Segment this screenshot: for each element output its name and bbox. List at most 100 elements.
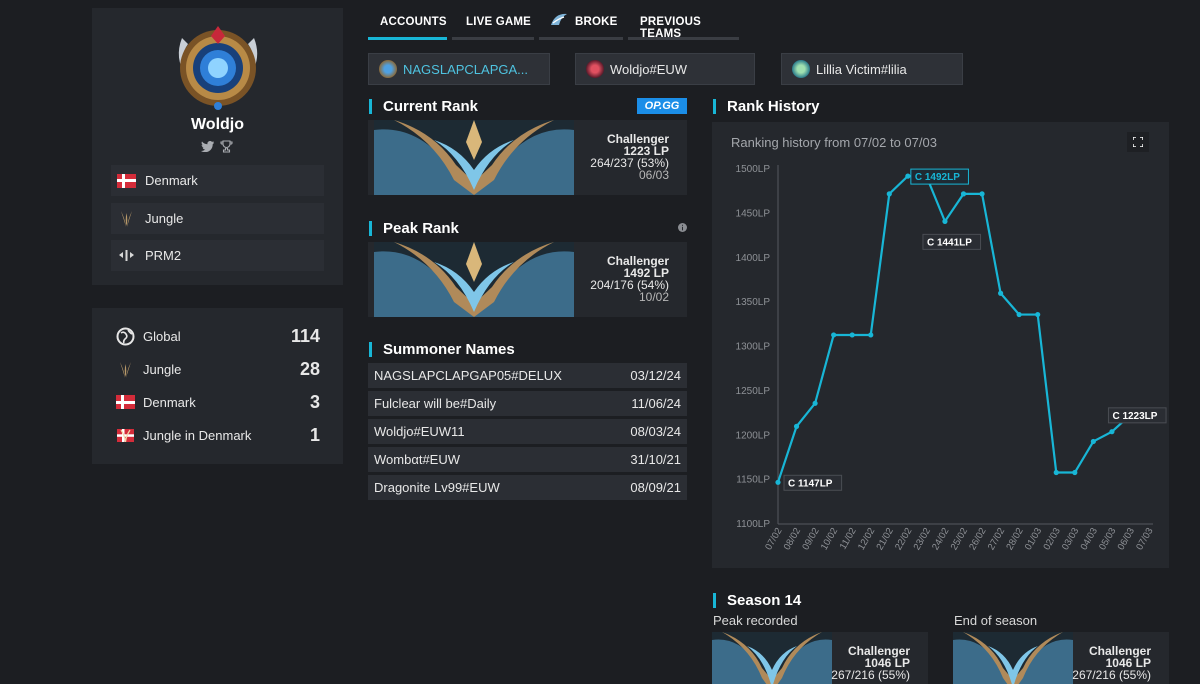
data-point: [1109, 429, 1115, 435]
opgg-badge[interactable]: OP.GG: [637, 98, 687, 114]
rank-history-chart: 1500LP 1450LP 1400LP 1350LP 1300LP 1250LP 1200…: [736, 164, 1167, 552]
trophy-icon[interactable]: [220, 140, 233, 153]
ranking-label: Global: [143, 328, 181, 344]
rank-record: 264/237 (53%): [590, 156, 669, 170]
fullscreen-icon: [1133, 137, 1143, 147]
ranking-row-jungle: Jungle 28: [116, 359, 320, 379]
ranking-value: 28: [299, 358, 320, 379]
x-tick-label: 03/03: [1060, 526, 1081, 552]
x-tick-label: 26/02: [967, 526, 988, 552]
ranking-value: 3: [309, 391, 320, 412]
profile-emblem-icon: [178, 26, 258, 110]
account-selector-2[interactable]: Woldjo#EUW: [575, 53, 755, 85]
account-avatar-icon: [379, 60, 397, 78]
x-tick-label: 25/02: [949, 526, 970, 552]
profile-name: Woldjo: [190, 116, 245, 133]
season-end-card: Challenger 1046 LP 267/216 (55%): [953, 632, 1169, 684]
x-tick-label: 04/03: [1079, 526, 1100, 552]
current-rank-card: Challenger 1223 LP 264/237 (53%) 06/03: [368, 120, 687, 195]
account-label: NAGSLAPCLAPGA...: [403, 61, 528, 77]
tab-previous-teams[interactable]: PREVIOUS TEAMS: [628, 10, 739, 40]
team-logo-icon: [551, 13, 567, 25]
summoner-names-title: Summoner Names: [369, 341, 515, 358]
summoner-name: Fulclear will be#Daily: [374, 396, 497, 411]
chart-callout-label: C 1492LP: [915, 172, 960, 183]
account-selector-1[interactable]: NAGSLAPCLAPGA...: [368, 53, 550, 85]
chart-callout-box: [910, 168, 969, 185]
info-row-team[interactable]: PRM2: [111, 240, 324, 271]
y-tick-label: 1300LP: [736, 342, 771, 353]
info-label: Jungle: [145, 211, 184, 226]
profile-panel: Woldjo Denmark Jungle PRM2: [92, 8, 343, 285]
tab-accounts[interactable]: ACCOUNTS: [368, 10, 447, 40]
data-point: [1072, 469, 1078, 476]
jungle-role-icon: [121, 211, 132, 227]
chart-callout-label: C 1441LP: [927, 237, 972, 248]
info-row-country: Denmark: [111, 165, 324, 196]
x-tick-label: 01/03: [1023, 526, 1044, 552]
fullscreen-button[interactable]: [1127, 132, 1149, 152]
rank-tier: Challenger: [847, 644, 910, 658]
denmark-flag-icon: [116, 395, 135, 409]
season-peak-details: Challenger 1046 LP 267/216 (55%): [831, 645, 910, 681]
account-avatar-icon: [792, 60, 810, 78]
season-peak-card: Challenger 1046 LP 267/216 (55%): [712, 632, 928, 684]
y-tick-label: 1150LP: [736, 475, 770, 486]
x-tick-label: 27/02: [986, 526, 1007, 552]
info-label: PRM2: [145, 248, 182, 263]
y-tick-label: 1350LP: [736, 297, 771, 308]
challenger-crest-icon: [374, 242, 574, 317]
y-tick-label: 1450LP: [736, 208, 771, 219]
data-point: [793, 423, 800, 429]
data-point: [1090, 438, 1096, 445]
rank-tier: Challenger: [606, 132, 669, 146]
jungle-denmark-icon: [117, 428, 134, 442]
ranking-row-jungle-country: Jungle in Denmark 1: [116, 425, 320, 445]
rank-record: 204/176 (54%): [590, 278, 669, 292]
account-selector-3[interactable]: Lillia Victim#lilia: [781, 53, 963, 85]
challenger-crest-icon: [953, 632, 1073, 684]
data-point: [942, 218, 948, 224]
rank-lp: 1492 LP: [623, 266, 669, 280]
chart-callout-label: C 1147LP: [788, 478, 833, 489]
rank-history-panel: Ranking history from 07/02 to 07/03: [712, 122, 1169, 568]
twitter-icon[interactable]: [201, 141, 214, 152]
ranking-label: Jungle: [143, 361, 182, 377]
summoner-name-row: Fulclear will be#Daily 11/06/24: [368, 391, 687, 416]
rank-tier: Challenger: [606, 254, 669, 268]
x-tick-label: 28/02: [1004, 526, 1025, 552]
x-tick-label: 08/02: [782, 526, 803, 552]
data-point: [849, 332, 855, 338]
tab-label: ACCOUNTS: [380, 16, 447, 28]
rank-lp: 1046 LP: [864, 656, 910, 670]
peak-rank-card: Challenger 1492 LP 204/176 (54%) 10/02: [368, 242, 687, 317]
challenger-crest-icon: [374, 120, 574, 195]
rank-date: 10/02: [638, 290, 669, 304]
tab-team[interactable]: BROKE: [539, 10, 623, 40]
account-label: Lillia Victim#lilia: [816, 61, 907, 77]
data-point: [868, 332, 874, 338]
summoner-name-row: Wombαt#EUW 31/10/21: [368, 447, 687, 472]
x-tick-label: 11/02: [838, 526, 859, 551]
x-tick-label: 06/03: [1116, 526, 1137, 552]
rank-record: 267/216 (55%): [1072, 668, 1151, 682]
data-point: [1016, 311, 1022, 318]
peak-rank-details: Challenger 1492 LP 204/176 (54%) 10/02: [590, 255, 669, 303]
info-icon[interactable]: [678, 223, 687, 232]
rank-lp: 1046 LP: [1105, 656, 1151, 670]
data-point: [905, 173, 911, 179]
rank-date: 06/03: [638, 168, 669, 182]
summoner-name-row: NAGSLAPCLAPGAP05#DELUX 03/12/24: [368, 363, 687, 388]
x-tick-label: 22/02: [893, 526, 914, 552]
y-tick-label: 1100LP: [736, 519, 770, 530]
tab-live-game[interactable]: LIVE GAME: [452, 10, 534, 40]
summoner-name: Woldjo#EUW11: [374, 424, 465, 439]
x-tick-label: 23/02: [912, 526, 933, 552]
chart-callout-box: [922, 233, 982, 250]
summoner-name: NAGSLAPCLAPGAP05#DELUX: [374, 368, 562, 383]
summoner-name: Dragonite Lv99#EUW: [374, 480, 500, 495]
y-tick-label: 1500LP: [736, 164, 771, 175]
jungle-role-icon: [120, 361, 131, 378]
y-tick-label: 1400LP: [736, 253, 771, 264]
x-tick-label: 10/02: [819, 526, 840, 552]
